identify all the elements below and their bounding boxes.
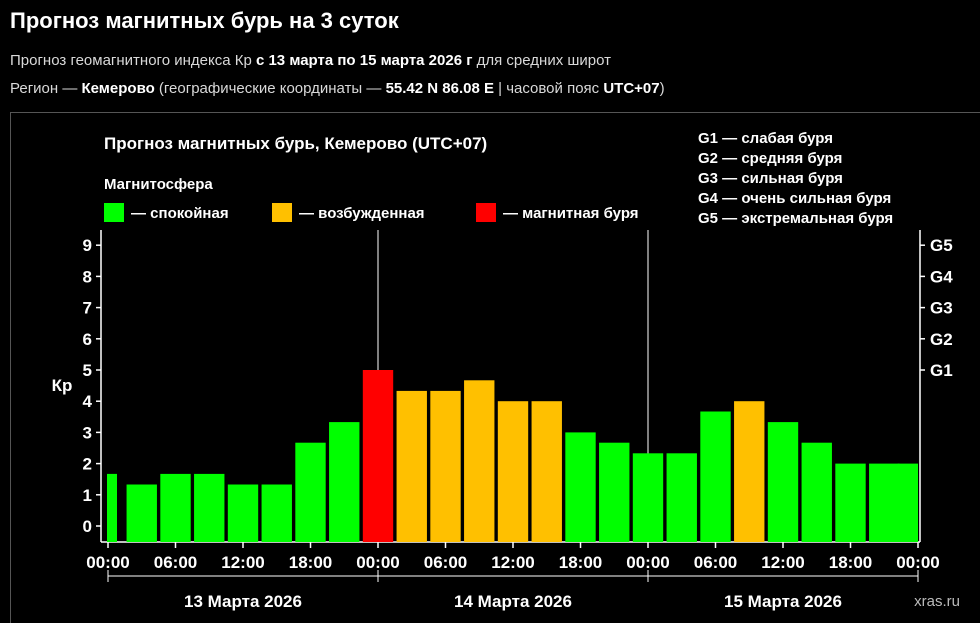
bar-7 xyxy=(329,422,360,542)
desc-prefix: Прогноз геомагнитного индекса Кр xyxy=(10,52,256,69)
x-tick-label-1: 06:00 xyxy=(154,553,197,572)
storm-legend-item-4: G5 — экстремальная буря xyxy=(698,210,893,227)
bar-14 xyxy=(565,432,596,542)
bar-23 xyxy=(869,463,900,542)
bar-15 xyxy=(599,442,630,542)
bar-17 xyxy=(666,453,697,542)
bar-16 xyxy=(632,453,664,542)
legend-title: Магнитосфера xyxy=(104,176,213,193)
forecast-description: Прогноз геомагнитного индекса Кр с 13 ма… xyxy=(10,52,611,69)
storm-legend: G1 — слабая буря G2 — средняя буря G3 — си… xyxy=(698,130,893,227)
y-tick-label-6: 6 xyxy=(83,330,92,349)
region-prefix: Регион — xyxy=(10,80,82,97)
bar-0 xyxy=(107,473,117,542)
region-tz: UTC+07 xyxy=(603,80,660,97)
legend-swatch-1 xyxy=(272,203,292,222)
day-label-0: 13 Марта 2026 xyxy=(184,592,302,611)
storm-legend-item-3: G4 — очень сильная буря xyxy=(698,190,891,207)
bar-22 xyxy=(835,463,866,542)
bar-20 xyxy=(767,422,799,542)
legend: — спокойная — возбужденная — магнитная бур… xyxy=(104,203,639,222)
g-level-label-1: G2 xyxy=(930,330,953,349)
bar-4 xyxy=(227,484,259,542)
x-tick-label-12: 00:00 xyxy=(896,553,939,572)
storm-legend-item-1: G2 — средняя буря xyxy=(698,150,842,167)
region-coords: 55.42 N 86.08 E xyxy=(385,80,494,97)
bar-2 xyxy=(160,473,191,542)
region-tz-prefix: | часовой пояс xyxy=(493,80,604,97)
day-label-2: 15 Марта 2026 xyxy=(724,592,842,611)
page-title: Прогноз магнитных бурь на 3 суток xyxy=(10,8,399,33)
region-description: Регион — Кемерово (географические коорди… xyxy=(10,80,665,97)
x-tick-label-7: 18:00 xyxy=(559,553,602,572)
x-tick-label-3: 18:00 xyxy=(289,553,332,572)
bar-1 xyxy=(126,484,157,542)
x-tick-label-11: 18:00 xyxy=(829,553,872,572)
bar-9 xyxy=(396,390,427,542)
y-tick-label-2: 2 xyxy=(83,455,92,474)
watermark: xras.ru xyxy=(914,593,960,610)
plot-area: 0 1 2 3 4 5 6 7 8 9 G1 G2 G3 G4 G5 00:00 06:00 12:00 18:00… xyxy=(83,230,953,611)
bar-24 xyxy=(897,463,918,542)
bar-11 xyxy=(464,380,495,542)
storm-legend-item-0: G1 — слабая буря xyxy=(698,130,833,147)
x-tick-label-2: 12:00 xyxy=(221,553,264,572)
g-level-label-0: G1 xyxy=(930,361,953,380)
day-label-1: 14 Марта 2026 xyxy=(454,592,572,611)
y-tick-label-4: 4 xyxy=(83,392,93,411)
desc-dates: с 13 марта по 15 марта 2026 г xyxy=(255,52,473,69)
bar-19 xyxy=(734,401,765,542)
chart-frame xyxy=(10,112,980,623)
y-tick-label-9: 9 xyxy=(83,236,92,255)
bar-8 xyxy=(362,370,394,542)
region-end: ) xyxy=(659,80,665,97)
x-tick-label-9: 06:00 xyxy=(694,553,737,572)
y-tick-label-8: 8 xyxy=(83,267,92,286)
y-tick-label-3: 3 xyxy=(83,423,92,442)
g-level-label-3: G4 xyxy=(930,267,953,286)
bar-6 xyxy=(295,442,326,542)
y-tick-label-1: 1 xyxy=(83,486,92,505)
legend-swatch-0 xyxy=(104,203,124,222)
bar-3 xyxy=(194,473,225,542)
storm-legend-item-2: G3 — сильная буря xyxy=(698,170,843,187)
bar-12 xyxy=(497,401,529,542)
bar-21 xyxy=(801,442,832,542)
y-tick-label-0: 0 xyxy=(83,517,92,536)
bar-10 xyxy=(430,390,461,542)
y-tick-label-5: 5 xyxy=(83,361,92,380)
x-tick-label-8: 00:00 xyxy=(626,553,669,572)
legend-label-1: — возбужденная xyxy=(299,205,425,222)
bar-18 xyxy=(700,411,731,542)
bar-5 xyxy=(261,484,292,542)
x-tick-label-10: 12:00 xyxy=(761,553,804,572)
chart-title: Прогноз магнитных бурь, Кемерово (UTC+07… xyxy=(104,134,487,153)
y-tick-label-7: 7 xyxy=(83,299,92,318)
x-tick-label-6: 12:00 xyxy=(491,553,534,572)
g-level-label-4: G5 xyxy=(930,236,953,255)
x-tick-label-4: 00:00 xyxy=(356,553,399,572)
y-axis-label: Кр xyxy=(52,376,73,395)
legend-label-2: — магнитная буря xyxy=(503,205,639,222)
x-tick-label-5: 06:00 xyxy=(424,553,467,572)
region-mid: (географические координаты — xyxy=(154,80,386,97)
x-tick-label-0: 00:00 xyxy=(86,553,129,572)
bar-13 xyxy=(531,401,562,542)
region-name: Кемерово xyxy=(81,80,155,97)
desc-suffix: для средних широт xyxy=(472,52,612,69)
g-level-label-2: G3 xyxy=(930,299,953,318)
legend-label-0: — спокойная xyxy=(131,205,229,222)
legend-swatch-2 xyxy=(476,203,496,222)
